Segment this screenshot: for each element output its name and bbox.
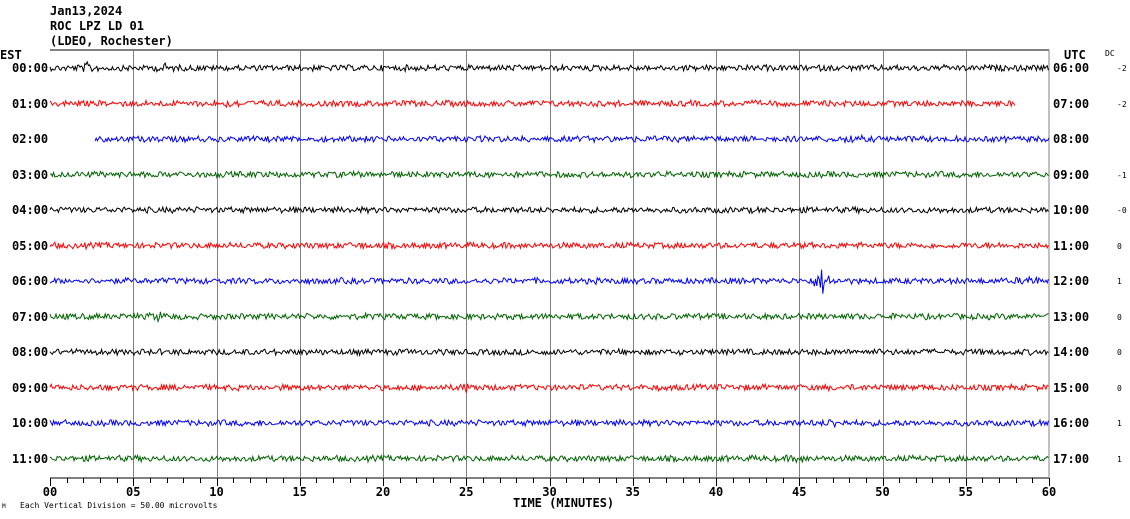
x-tick-label: 10	[209, 485, 224, 499]
utc-hour-label: 17:00	[1053, 451, 1090, 466]
est-hour-label: 06:00	[12, 274, 49, 288]
trace-0300	[49, 169, 1049, 180]
est-hour-label: 05:00	[12, 238, 49, 253]
utc-hour-label: 10:00	[1053, 203, 1090, 217]
est-hour-label: 09:00	[12, 380, 49, 395]
utc-hour-label: 16:00	[1053, 416, 1090, 430]
utc-hour-label: 07:00	[1053, 96, 1090, 111]
dc-offset: -2	[1117, 99, 1127, 109]
x-tick-label: 00	[42, 485, 58, 499]
x-tick-label: 15	[292, 485, 307, 499]
x-tick-label: 25	[459, 485, 474, 499]
trace-1100	[49, 453, 1049, 464]
trace-0500	[49, 240, 1049, 251]
dc-offset: -0	[1117, 206, 1127, 215]
corner-mark: M	[2, 503, 6, 510]
est-hour-label: 07:00	[12, 309, 49, 324]
trace-0900	[49, 382, 1049, 393]
utc-hour-label: 09:00	[1053, 167, 1090, 182]
date-label: Jan13,2024	[50, 4, 123, 18]
utc-hour-label: 06:00	[1053, 61, 1090, 75]
x-tick-label: 35	[625, 485, 640, 499]
est-hour-label: 02:00	[12, 132, 49, 146]
trace-0800	[49, 347, 1049, 358]
est-hour-label: 11:00	[12, 451, 49, 466]
dc-offset: 1	[1117, 454, 1122, 464]
dc-offset: 0	[1117, 241, 1122, 251]
est-hour-label: 10:00	[12, 416, 49, 430]
x-tick-label: 20	[375, 485, 391, 499]
utc-hour-label: 12:00	[1053, 274, 1090, 288]
est-hour-label: 00:00	[12, 61, 49, 75]
trace-0200	[94, 133, 1050, 145]
x-tick-label: 60	[1041, 485, 1057, 499]
x-tick-label: 50	[875, 485, 890, 499]
trace-0000	[49, 60, 1049, 74]
trace-0400	[49, 205, 1049, 216]
dc-offset: -2	[1117, 64, 1127, 73]
dc-offset: -1	[1117, 170, 1127, 180]
x-tick-label: 05	[126, 485, 141, 499]
trace-1000	[49, 418, 1049, 429]
right-timezone: UTC	[1064, 48, 1086, 62]
trace-0100	[49, 98, 1016, 109]
utc-hour-label: 15:00	[1053, 380, 1090, 395]
x-axis-title: TIME (MINUTES)	[513, 496, 615, 510]
x-tick-label: 40	[708, 485, 724, 499]
est-hour-label: 01:00	[12, 96, 49, 111]
x-tick-label: 30	[542, 485, 557, 499]
utc-hour-label: 14:00	[1053, 345, 1090, 359]
network-label: (LDEO, Rochester)	[50, 34, 173, 48]
est-hour-label: 08:00	[12, 345, 49, 359]
dc-offset: 1	[1117, 277, 1122, 286]
utc-hour-label: 08:00	[1053, 132, 1090, 146]
trace-0700	[49, 311, 1049, 324]
utc-hour-label: 13:00	[1053, 309, 1090, 324]
left-timezone: EST	[0, 48, 22, 62]
dc-offset: 1	[1117, 419, 1122, 428]
dc-offset: 0	[1117, 348, 1122, 357]
dc-offset: 0	[1117, 312, 1122, 322]
trace-0600	[49, 269, 1049, 294]
station-label: ROC LPZ LD 01	[50, 19, 144, 33]
x-tick-label: 55	[958, 485, 973, 499]
utc-hour-label: 11:00	[1053, 238, 1090, 253]
dc-header: DC	[1105, 49, 1115, 58]
x-tick-label: 45	[792, 485, 807, 499]
est-hour-label: 03:00	[12, 167, 49, 182]
scale-note: Each Vertical Division = 50.00 microvolt…	[20, 501, 218, 510]
dc-offset: 0	[1117, 383, 1122, 393]
est-hour-label: 04:00	[12, 203, 49, 217]
